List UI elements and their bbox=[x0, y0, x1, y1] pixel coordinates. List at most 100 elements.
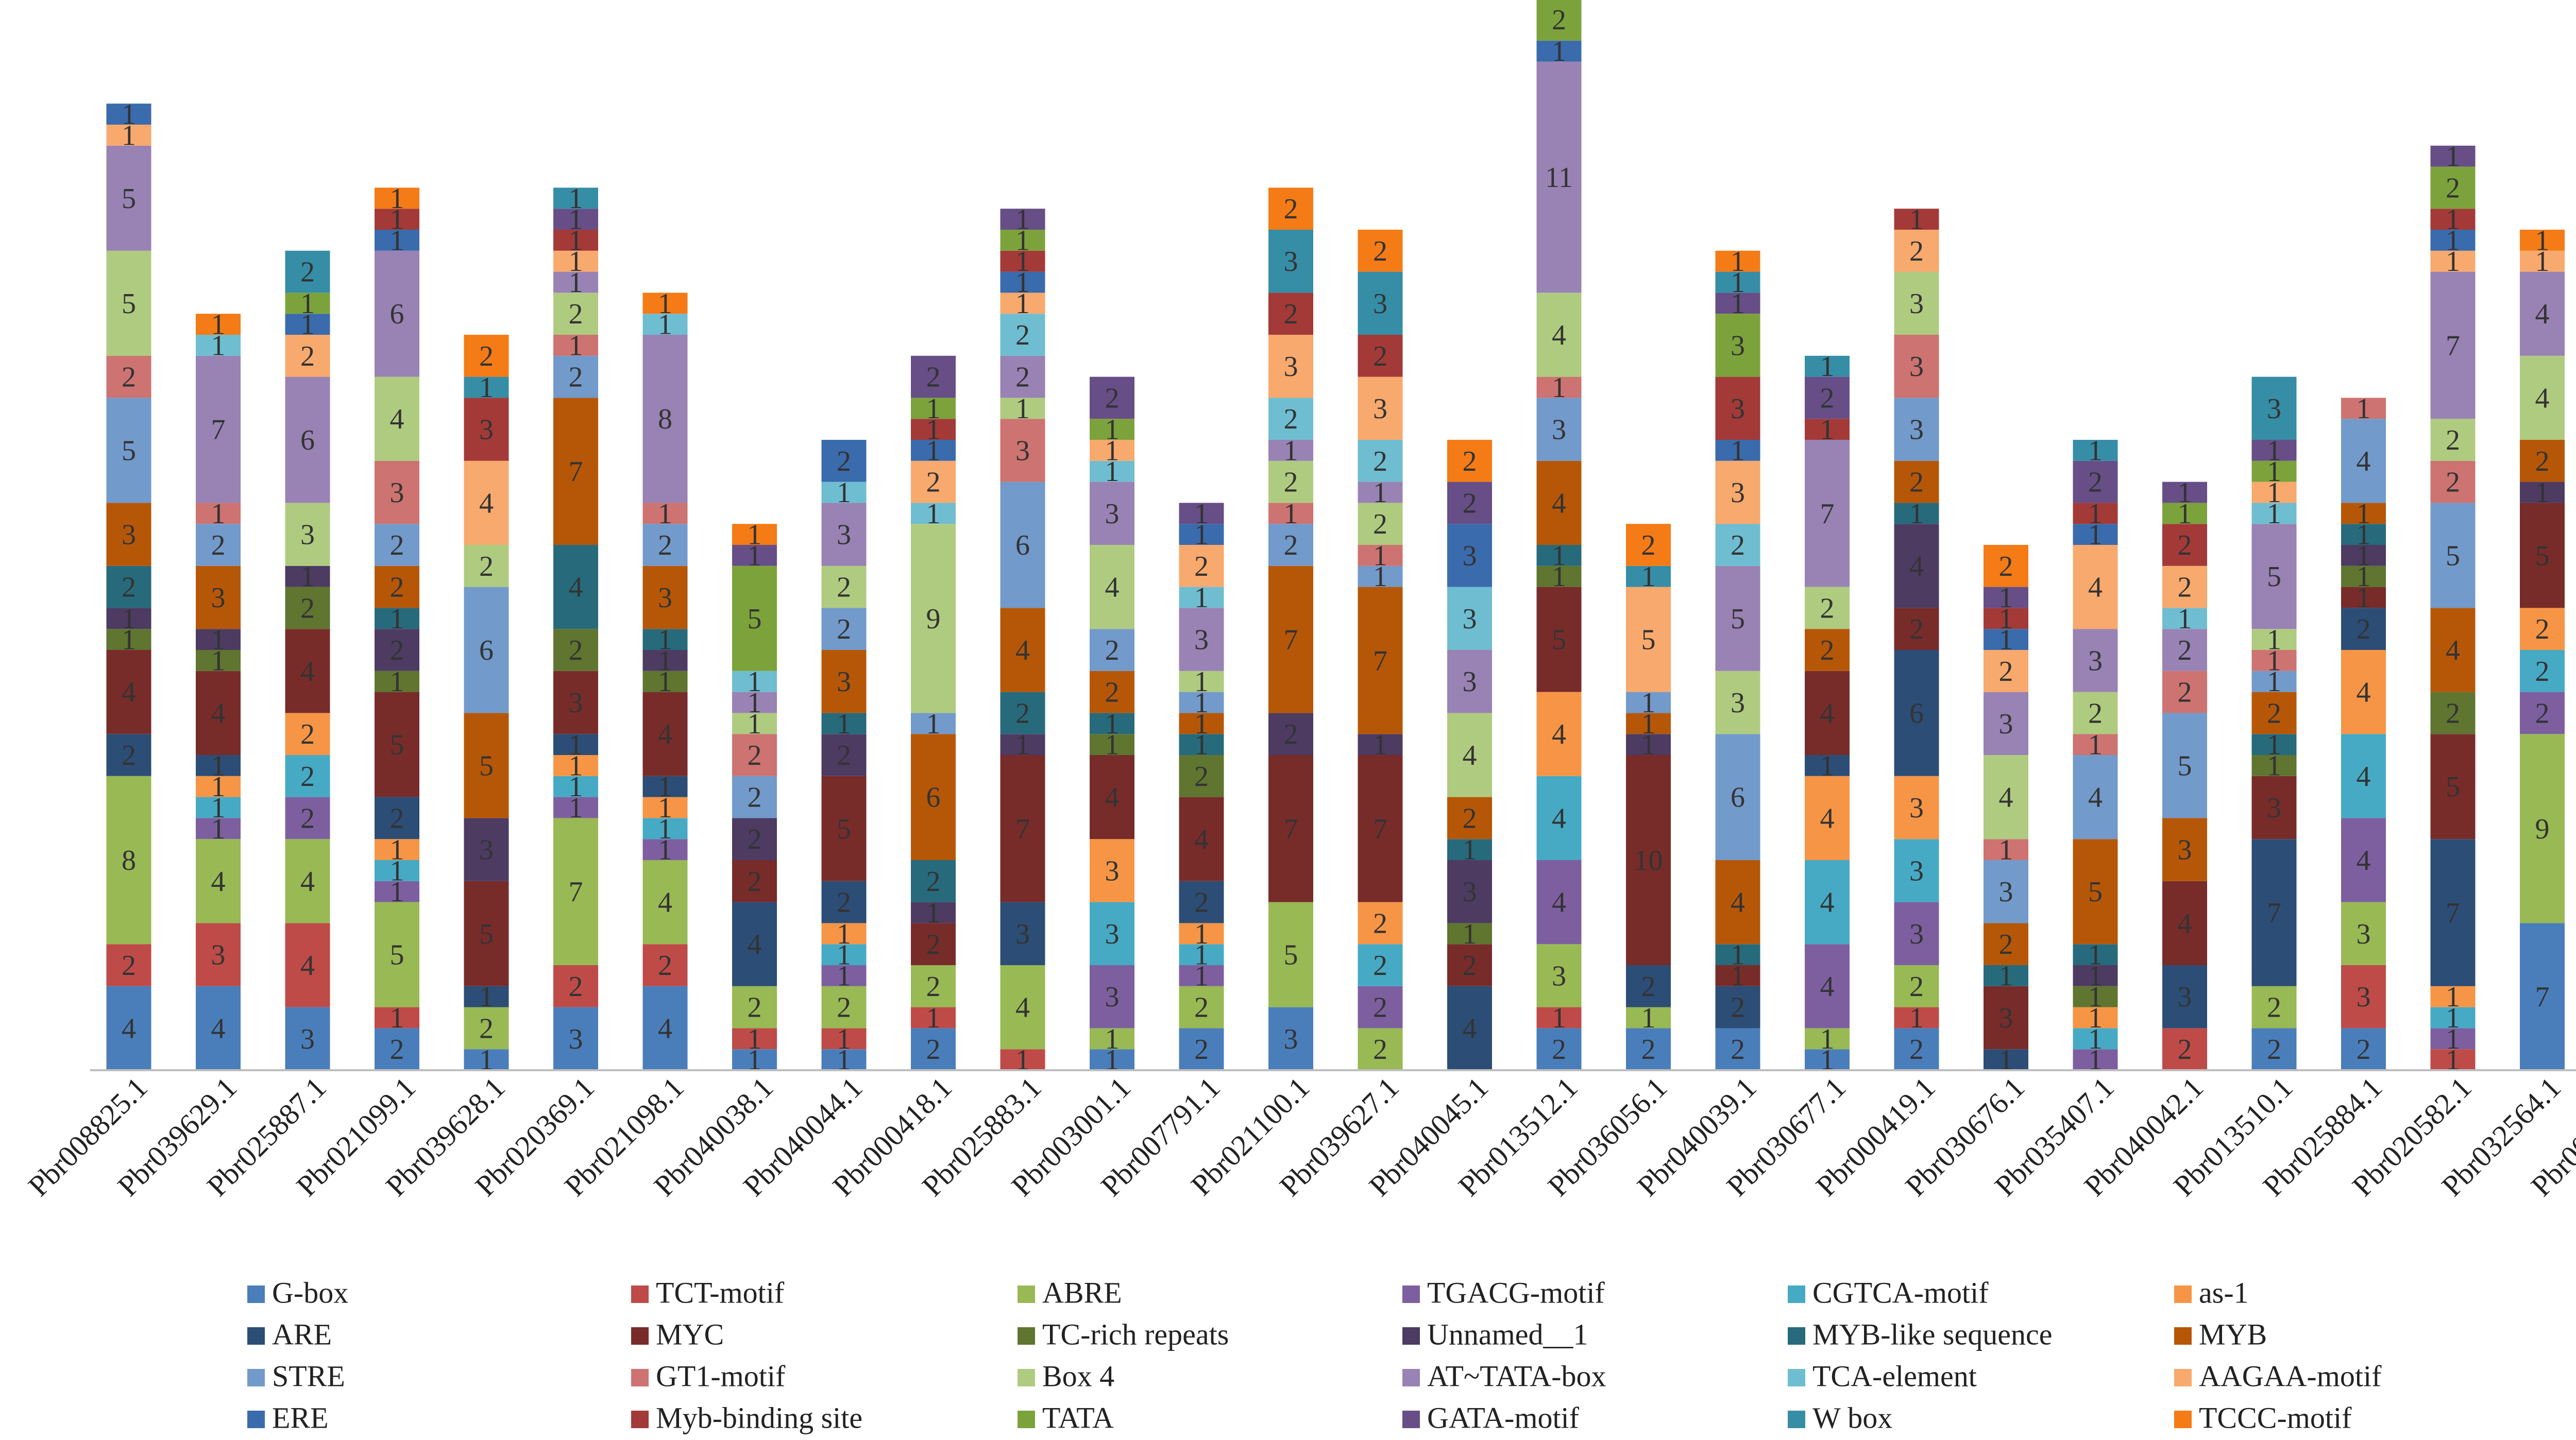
segment-value-label: 2 bbox=[1909, 467, 1924, 499]
segment-value-label: 2 bbox=[926, 866, 941, 898]
segment-value-label: 3 bbox=[1731, 687, 1745, 719]
segment-value-label: 4 bbox=[1463, 1013, 1477, 1044]
segment-value-label: 1 bbox=[1015, 225, 1030, 256]
bar-segment-cgtca-motif bbox=[1894, 839, 1939, 902]
segment-value-label: 1 bbox=[658, 666, 672, 698]
legend-label-gata-motif: GATA-motif bbox=[1427, 1401, 1580, 1434]
bar-segment-abre bbox=[821, 986, 867, 1028]
bar-segment-g-box bbox=[642, 986, 688, 1070]
segment-value-label: 3 bbox=[1999, 708, 2013, 740]
segment-value-label: 2 bbox=[2178, 529, 2192, 561]
segment-value-label: 2 bbox=[2267, 697, 2281, 729]
segment-value-label: 2 bbox=[837, 572, 851, 604]
segment-value-label: 1 bbox=[1463, 834, 1477, 866]
bar-segment-are bbox=[106, 734, 151, 776]
bar-segment-tc-rich-repeats bbox=[2073, 986, 2118, 1007]
segment-value-label: 1 bbox=[2088, 939, 2103, 971]
segment-value-label: 1 bbox=[390, 1002, 404, 1034]
bar-segment-myc bbox=[2162, 881, 2207, 965]
segment-value-label: 3 bbox=[1552, 414, 1566, 446]
bar-segment-abre bbox=[1000, 965, 1045, 1050]
bar-segment-aagaa-motif bbox=[2520, 250, 2565, 272]
bar-segment-ere bbox=[1000, 271, 1045, 293]
segment-value-label: 2 bbox=[837, 445, 851, 477]
segment-value-label: 2 bbox=[2446, 424, 2460, 456]
segment-value-label: 1 bbox=[1641, 729, 1656, 761]
segment-value-label: 1 bbox=[1820, 750, 1835, 782]
bar-segment-g-box bbox=[1894, 1028, 1939, 1070]
bar-segment-as-1 bbox=[1358, 902, 1403, 945]
segment-value-label: 1 bbox=[2446, 141, 2460, 173]
segment-value-label: 1 bbox=[2088, 960, 2103, 992]
segment-value-label: 6 bbox=[1731, 782, 1745, 814]
bar-segment-tct-motif bbox=[821, 1028, 867, 1050]
segment-value-label: 1 bbox=[300, 288, 315, 320]
bar-segment-tata bbox=[1090, 419, 1134, 440]
segment-value-label: 2 bbox=[1463, 445, 1477, 477]
bar-segment-are bbox=[1715, 986, 1760, 1028]
segment-value-label: 2 bbox=[1194, 551, 1209, 582]
bar-segment-tc-rich-repeats bbox=[642, 671, 688, 692]
segment-value-label: 5 bbox=[122, 435, 136, 467]
legend-label-tccc-motif: TCCC-motif bbox=[2199, 1401, 2352, 1434]
bar-segment-box-4 bbox=[911, 524, 956, 713]
bar-segment-at-tata-box bbox=[2430, 271, 2476, 419]
bar-segment-myc bbox=[1090, 755, 1134, 839]
bar-segment-box-4 bbox=[1715, 671, 1760, 734]
segment-value-label: 3 bbox=[2267, 393, 2281, 425]
segment-value-label: 2 bbox=[1373, 992, 1387, 1024]
bar-segment-g-box bbox=[1626, 1028, 1671, 1070]
bar-segment-tccc-motif bbox=[375, 187, 419, 209]
bar-segment-myc bbox=[2341, 587, 2386, 608]
bar-segment-unnamed-1 bbox=[1894, 524, 1939, 608]
segment-value-label: 1 bbox=[390, 183, 404, 215]
segment-value-label: 1 bbox=[1105, 1023, 1120, 1055]
legend-label-abre: ABRE bbox=[1042, 1276, 1122, 1309]
segment-value-label: 1 bbox=[1552, 540, 1566, 572]
bar-segment-tgacg-motif bbox=[1358, 986, 1403, 1028]
bar-segment-tata bbox=[1000, 230, 1045, 251]
bar-segment-box-4 bbox=[1894, 271, 1939, 335]
segment-value-label: 3 bbox=[1909, 288, 1924, 320]
segment-value-label: 4 bbox=[300, 656, 315, 688]
segment-value-label: 1 bbox=[569, 246, 583, 278]
segment-value-label: 2 bbox=[1820, 635, 1835, 666]
bar-segment-stre bbox=[2251, 671, 2297, 692]
segment-value-label: 4 bbox=[1999, 782, 2013, 814]
legend-swatch-myb bbox=[2174, 1327, 2192, 1345]
bar-segment-w-box bbox=[1715, 271, 1760, 293]
bar-segment-tca-element bbox=[1268, 398, 1313, 440]
bar-segment-abre bbox=[196, 839, 241, 923]
segment-value-label: 1 bbox=[211, 645, 226, 677]
bar-segment-tct-motif bbox=[2430, 1049, 2476, 1070]
segment-value-label: 3 bbox=[1105, 981, 1120, 1013]
bar-segment-myc bbox=[1000, 755, 1045, 902]
bar-segment-gata-motif bbox=[1715, 293, 1760, 314]
bar-segment-box-4 bbox=[1268, 460, 1313, 503]
segment-value-label: 1 bbox=[2267, 666, 2281, 698]
bar-segment-aagaa-motif bbox=[2162, 565, 2207, 608]
segment-value-label: 4 bbox=[2357, 677, 2371, 709]
legend-swatch-tccc-motif bbox=[2174, 1411, 2192, 1428]
segment-value-label: 2 bbox=[569, 298, 583, 330]
bar-segment-myc bbox=[1715, 965, 1760, 986]
bar-segment-aagaa-motif bbox=[2251, 482, 2297, 503]
segment-value-label: 2 bbox=[1284, 718, 1298, 750]
bar-segment-are bbox=[553, 734, 598, 755]
bar-segment-g-box bbox=[911, 1028, 956, 1070]
bar-segment-box-4 bbox=[1805, 587, 1850, 629]
segment-value-label: 4 bbox=[748, 929, 762, 961]
bar-segment-tct-motif bbox=[642, 944, 688, 986]
bar-segment-tgacg-motif bbox=[1179, 965, 1224, 986]
bar-segment-myc bbox=[1179, 797, 1224, 881]
legend-swatch-at-tata-box bbox=[1402, 1369, 1420, 1386]
bar-segment-myc bbox=[375, 692, 419, 797]
segment-value-label: 2 bbox=[300, 802, 315, 834]
bar-segment-gata-motif bbox=[1179, 503, 1224, 524]
legend-swatch-tc-rich-repeats bbox=[1018, 1327, 1035, 1345]
bar-segment-gt1-motif bbox=[2251, 650, 2297, 671]
bar-segment-abre bbox=[464, 1007, 509, 1050]
segment-value-label: 1 bbox=[658, 792, 672, 824]
bar-segment-tgacg-motif bbox=[1536, 860, 1582, 945]
segment-value-label: 2 bbox=[1105, 635, 1120, 666]
